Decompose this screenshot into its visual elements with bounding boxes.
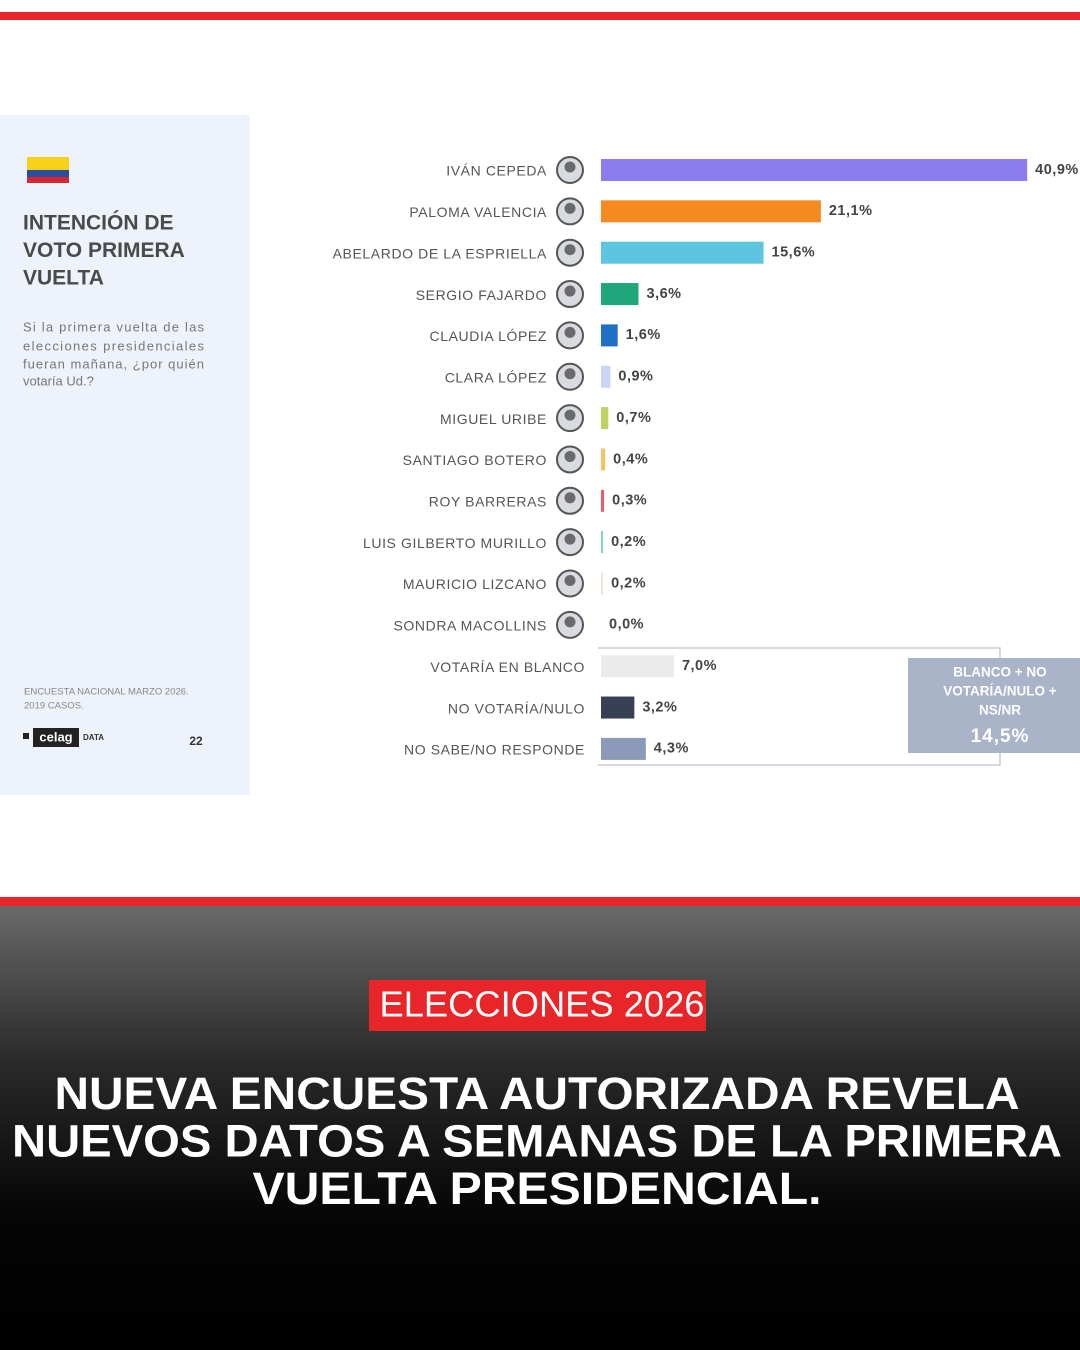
top-rule bbox=[0, 12, 1080, 20]
headline: NUEVOS DATOS A SEMANAS DE LA PRIMERA bbox=[12, 1115, 1062, 1166]
category-label: SONDRA MACOLLINS bbox=[393, 618, 547, 634]
panel-subtitle: elecciones presidenciales bbox=[23, 338, 205, 353]
value-label: 1,6% bbox=[626, 327, 661, 343]
avatar-head bbox=[564, 368, 576, 380]
avatar-head bbox=[564, 202, 576, 214]
bar bbox=[601, 283, 639, 306]
value-label: 0,2% bbox=[611, 534, 646, 550]
bar bbox=[601, 365, 611, 388]
flag bbox=[27, 177, 69, 183]
bar bbox=[601, 489, 605, 512]
category-label: VOTARÍA EN BLANCO bbox=[430, 659, 585, 675]
category-label: CLARA LÓPEZ bbox=[445, 369, 547, 385]
value-label: 0,4% bbox=[613, 451, 648, 467]
bar bbox=[601, 324, 618, 347]
category-label: PALOMA VALENCIA bbox=[409, 204, 547, 220]
value-label: 0,2% bbox=[611, 575, 646, 591]
panel-subtitle: votaría Ud.? bbox=[23, 373, 94, 388]
value-label: 4,3% bbox=[654, 741, 689, 757]
annotation-value: 14,5% bbox=[971, 726, 1030, 747]
side-panel bbox=[0, 115, 250, 795]
bar bbox=[601, 655, 674, 678]
value-label: 3,2% bbox=[642, 699, 677, 715]
annotation-text: VOTARÍA/NULO + bbox=[943, 684, 1056, 699]
value-label: 0,3% bbox=[612, 493, 647, 509]
value-label: 0,9% bbox=[618, 369, 653, 385]
annotation-text: NS/NR bbox=[979, 703, 1021, 718]
page-number: 22 bbox=[189, 734, 203, 748]
panel-title: VUELTA bbox=[23, 267, 104, 290]
avatar-head bbox=[564, 575, 576, 586]
logo: celag bbox=[39, 729, 72, 744]
value-label: 40,9% bbox=[1035, 162, 1079, 178]
source-note: ENCUESTA NACIONAL MARZO 2026. bbox=[24, 687, 189, 698]
value-label: 15,6% bbox=[772, 245, 816, 261]
category-label: ABELARDO DE LA ESPRIELLA bbox=[333, 245, 547, 261]
avatar-head bbox=[564, 533, 576, 545]
bar bbox=[601, 737, 646, 760]
value-label: 3,6% bbox=[647, 286, 682, 302]
mid-rule bbox=[0, 897, 1080, 906]
bar bbox=[601, 200, 821, 223]
source-note: 2019 CASOS. bbox=[24, 701, 84, 712]
avatar-head bbox=[564, 616, 576, 628]
value-label: 7,0% bbox=[682, 658, 717, 674]
avatar-head bbox=[564, 450, 576, 462]
panel-title: VOTO PRIMERA bbox=[23, 239, 185, 262]
avatar-head bbox=[564, 244, 576, 256]
category-label: IVÁN CEPEDA bbox=[446, 163, 547, 179]
caption-background bbox=[0, 905, 1080, 1350]
bar bbox=[601, 572, 604, 595]
avatar-head bbox=[564, 285, 576, 297]
logo-box bbox=[33, 728, 79, 747]
flag bbox=[27, 157, 69, 170]
avatar-head bbox=[564, 492, 576, 504]
bar bbox=[601, 241, 764, 264]
value-label: 0,7% bbox=[616, 410, 651, 426]
panel-subtitle: Si la primera vuelta de las bbox=[23, 319, 205, 334]
bar bbox=[601, 531, 604, 554]
annotation-box bbox=[908, 658, 1080, 753]
avatar-head bbox=[564, 326, 576, 338]
category-label: MIGUEL URIBE bbox=[440, 411, 547, 427]
value-label: 21,1% bbox=[829, 203, 873, 219]
category-label: MAURICIO LIZCANO bbox=[403, 576, 547, 592]
panel-title: INTENCIÓN DE bbox=[23, 211, 174, 235]
tag-box bbox=[369, 980, 706, 1031]
category-label: NO VOTARÍA/NULO bbox=[448, 700, 585, 716]
panel-subtitle: fueran mañana, ¿por quién bbox=[23, 356, 204, 371]
bar bbox=[601, 407, 609, 430]
headline: VUELTA PRESIDENCIAL. bbox=[253, 1163, 822, 1214]
flag bbox=[27, 170, 69, 177]
annotation-text: BLANCO + NO bbox=[953, 665, 1046, 680]
avatar-head bbox=[564, 409, 576, 421]
bar bbox=[601, 696, 635, 719]
headline: NUEVA ENCUESTA AUTORIZADA REVELA bbox=[55, 1068, 1020, 1119]
category-label: SERGIO FAJARDO bbox=[416, 287, 547, 303]
tag: ELECCIONES 2026 bbox=[380, 984, 705, 1025]
category-label: NO SABE/NO RESPONDE bbox=[404, 742, 585, 758]
category-label: ROY BARRERAS bbox=[429, 494, 547, 510]
category-label: LUIS GILBERTO MURILLO bbox=[363, 535, 547, 551]
value-label: 0,0% bbox=[609, 617, 644, 633]
category-label: SANTIAGO BOTERO bbox=[403, 452, 547, 468]
avatar-head bbox=[564, 161, 576, 173]
bar bbox=[601, 159, 1028, 181]
logo-mark bbox=[23, 733, 29, 739]
bar bbox=[601, 448, 606, 471]
category-label: CLAUDIA LÓPEZ bbox=[429, 328, 547, 344]
logo-suffix: DATA bbox=[83, 733, 104, 742]
